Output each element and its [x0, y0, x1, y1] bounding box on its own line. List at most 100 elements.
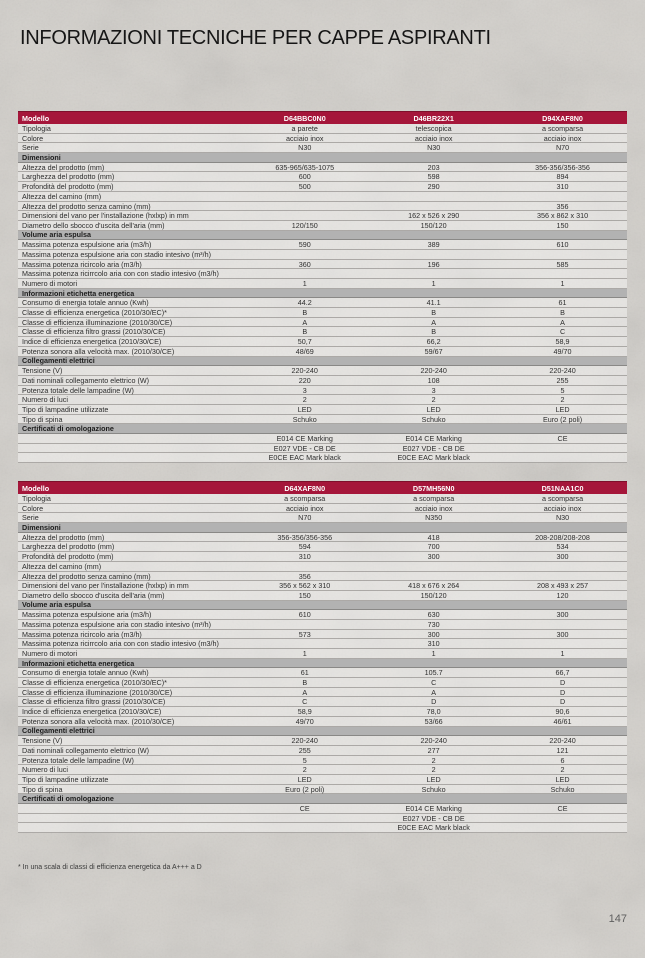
cell-value: 300: [556, 610, 569, 620]
cell-value: 610: [298, 610, 311, 620]
row-label: Classe di efficienza illuminazione (2010…: [22, 317, 173, 327]
cell-value: B: [431, 308, 437, 318]
cell-value: [498, 250, 627, 259]
model-name: D46BR22X1: [413, 113, 454, 123]
cell-value: LED: [426, 404, 441, 414]
table-row: Altezza del prodotto (mm) 635-965/635-107…: [18, 162, 627, 173]
cell-value: 108: [427, 375, 440, 385]
table-row: Larghezza del prodotto (mm) 594 700 534: [18, 542, 627, 553]
row-label: Colore: [22, 503, 44, 513]
table-row: Massima potenza espulsione aria (m3/h) 61…: [18, 610, 627, 620]
cell-value: 120: [556, 590, 569, 600]
section-header-row: Collegamenti elettrici: [18, 726, 627, 737]
cell-value: B: [302, 327, 308, 337]
table-row: Tipologia a parete telescopica a scomparsa: [18, 124, 627, 134]
cell-value: 360: [298, 259, 311, 269]
cell-value: 66,2: [426, 337, 441, 347]
model-column-header: Modello: [22, 113, 50, 123]
row-label: Massima potenza espulsione aria con stad…: [22, 619, 211, 629]
cell-value: N30: [555, 513, 570, 523]
row-label: Classe di efficienza filtro grassi (2010…: [22, 697, 166, 707]
row-label: [18, 814, 240, 823]
cell-value: 600: [298, 172, 311, 182]
model-name: D64XAF8N0: [284, 483, 326, 493]
section-header-row: Volume aria espulsa: [18, 230, 627, 241]
row-label: Classe di efficienza energetica (2010/30…: [22, 678, 167, 688]
row-label: Tipo di spina: [22, 784, 63, 794]
cell-value: 61: [300, 668, 309, 678]
cell-value: 53/66: [424, 716, 443, 726]
cell-value: 635-965/635-1075: [275, 162, 335, 172]
footnote: * In una scala di classi di efficienza e…: [18, 864, 202, 871]
cell-value: B: [302, 678, 308, 688]
cell-value: CE: [299, 804, 310, 813]
cell-value: [498, 453, 627, 462]
cell-value: E014 CE Marking: [276, 434, 333, 443]
table-row: Tipo di lampadine utilizzate LED LED LED: [18, 404, 627, 415]
cell-value: LED: [297, 404, 312, 414]
row-label: Indice di efficienza energetica (2010/30…: [22, 337, 162, 347]
cell-value: [240, 250, 369, 259]
cell-value: a parete: [291, 124, 318, 133]
cell-value: E027 VDE - CB DE: [273, 443, 336, 453]
cell-value: 310: [298, 552, 311, 562]
cell-value: 66,7: [555, 668, 570, 678]
cell-value: 78,0: [426, 707, 441, 717]
cell-value: 220-240: [291, 366, 318, 376]
cell-value: 44.2: [297, 298, 312, 308]
cell-value: CE: [557, 804, 568, 813]
cell-value: 255: [556, 375, 569, 385]
spec-table-1: Modello D64BBC0N0 D46BR22X1 D94XAF8N0 Tipolo…: [18, 111, 627, 464]
section-header-row: Certificati di omologazione: [18, 424, 627, 434]
cell-value: 2: [431, 395, 436, 405]
cell-value: 3: [302, 385, 307, 395]
table-row: Altezza del prodotto senza camino (mm) 35…: [18, 571, 627, 582]
cell-value: A: [431, 317, 437, 327]
table-row: Altezza del camino (mm): [18, 191, 627, 202]
table-row: Altezza del prodotto senza camino (mm) 35…: [18, 201, 627, 212]
cell-value: CE: [557, 434, 568, 443]
row-label: Classe di efficienza energetica (2010/30…: [22, 308, 167, 318]
section-header-row: Volume aria espulsa: [18, 600, 627, 611]
cell-value: 220-240: [420, 366, 447, 376]
section-header-row: Certificati di omologazione: [18, 794, 627, 804]
cell-value: 356-356/356-356: [277, 532, 333, 542]
row-label: Altezza del prodotto (mm): [22, 162, 105, 172]
cell-value: [498, 269, 627, 278]
row-label: Consumo di energia totale annuo (Kwh): [22, 668, 149, 678]
cell-value: A: [302, 687, 308, 697]
row-label: Serie: [22, 143, 39, 153]
row-label: Massima potenza ricircolo aria (m3/h): [22, 629, 142, 639]
cell-value: 389: [427, 240, 440, 250]
cell-value: 610: [556, 240, 569, 250]
table-row: Indice di efficienza energetica (2010/30…: [18, 337, 627, 347]
table-row: Massima potenza ricircolo aria (m3/h) 573…: [18, 629, 627, 640]
row-label: Colore: [22, 133, 44, 143]
row-label: Massima potenza ricircolo aria (m3/h): [22, 259, 142, 269]
cell-value: B: [302, 308, 308, 318]
row-label: [18, 823, 240, 832]
table-row: Classe di efficienza illuminazione (2010…: [18, 687, 627, 698]
cell-value: 573: [298, 629, 311, 639]
cell-value: 2: [431, 755, 436, 765]
cell-value: E014 CE Marking: [405, 434, 462, 443]
cell-value: 220-240: [549, 736, 576, 746]
cell-value: [240, 814, 369, 823]
cell-value: a scomparsa: [413, 494, 455, 503]
row-label: Tipo di spina: [22, 414, 63, 424]
table-row: Massima potenza ricirrcolo aria con con …: [18, 269, 627, 279]
cell-value: LED: [297, 774, 312, 784]
cell-value: 49/70: [553, 346, 572, 356]
cell-value: E014 CE Marking: [405, 804, 462, 813]
cell-value: 2: [560, 765, 565, 775]
table-row: Dimensioni del vano per l'installazione …: [18, 211, 627, 221]
cell-value: [369, 269, 498, 278]
section-header-row: Informazioni etichetta energetica: [18, 659, 627, 669]
row-label: Altezza del camino (mm): [22, 561, 102, 571]
cell-value: 49/70: [295, 716, 314, 726]
table-row: Consumo di energia totale annuo (Kwh) 44.…: [18, 298, 627, 309]
cell-value: [240, 269, 369, 278]
cell-value: [240, 823, 369, 832]
table-row: Consumo di energia totale annuo (Kwh) 61 1…: [18, 668, 627, 679]
table-row: Numero di luci 2 2 2: [18, 395, 627, 405]
